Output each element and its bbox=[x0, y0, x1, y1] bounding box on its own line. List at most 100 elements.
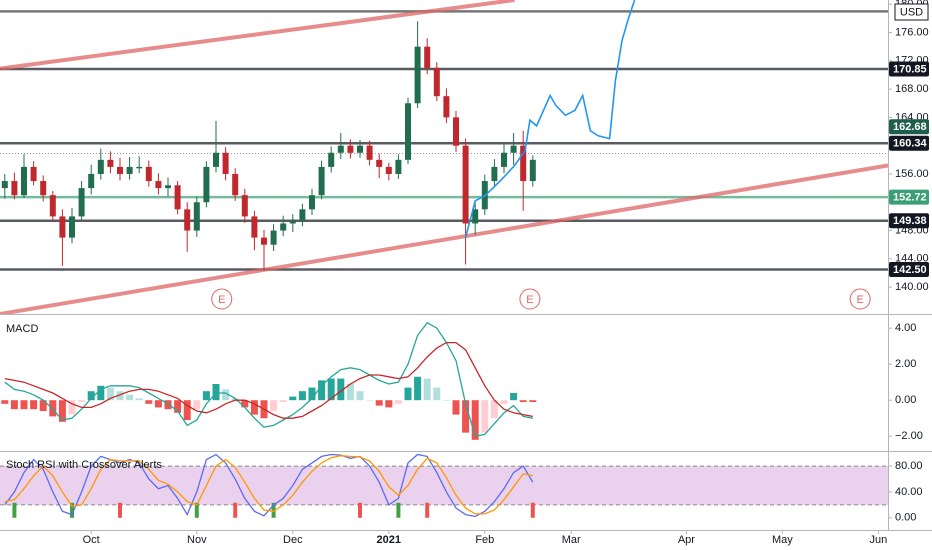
macd-histogram-bar bbox=[250, 400, 258, 415]
candle-body bbox=[491, 166, 498, 182]
macd-histogram-bar bbox=[78, 400, 86, 403]
macd-histogram-bar bbox=[346, 383, 354, 401]
macd-histogram-bar bbox=[404, 387, 412, 401]
x-tick-label: 2021 bbox=[377, 534, 401, 546]
candle-body bbox=[289, 220, 296, 224]
macd-histogram-bar bbox=[279, 400, 287, 403]
y-tick-label: 176.00 bbox=[895, 26, 929, 38]
candle-body bbox=[136, 166, 143, 169]
candle-body bbox=[280, 223, 287, 231]
stoch-band bbox=[0, 466, 888, 505]
macd-histogram-bar bbox=[452, 400, 460, 415]
earnings-marker bbox=[211, 288, 233, 310]
earnings-marker bbox=[849, 288, 871, 310]
currency-box bbox=[894, 3, 929, 21]
candle-body bbox=[318, 166, 325, 196]
candle-body bbox=[222, 152, 229, 174]
crossover-alert bbox=[118, 502, 122, 518]
price-badge bbox=[889, 189, 929, 205]
price-badge-label: 170.85 bbox=[893, 63, 927, 75]
crossover-alert bbox=[271, 502, 276, 518]
candle-body bbox=[510, 145, 517, 153]
candle-body bbox=[11, 181, 18, 196]
price-badge bbox=[889, 135, 929, 151]
pane bbox=[0, 0, 888, 314]
candle-body bbox=[385, 166, 392, 174]
macd-histogram-bar bbox=[308, 387, 316, 401]
pane bbox=[1, 321, 537, 440]
macd-histogram-bar bbox=[145, 400, 153, 404]
candle-body bbox=[251, 216, 258, 238]
candle-body bbox=[501, 152, 507, 167]
x-tick-label: Apr bbox=[678, 534, 695, 546]
macd-histogram-bar bbox=[327, 378, 335, 401]
y-tick-label: 4.00 bbox=[895, 322, 916, 334]
x-tick-label: May bbox=[772, 534, 793, 546]
macd-histogram-bar bbox=[1, 400, 9, 404]
candle-body bbox=[529, 159, 536, 182]
y-tick-label: 156.00 bbox=[895, 168, 929, 180]
candle-body bbox=[405, 103, 411, 160]
macd-histogram-bar bbox=[423, 378, 431, 401]
x-tick-label: Feb bbox=[475, 534, 494, 546]
candle-body bbox=[174, 185, 181, 210]
pane bbox=[0, 453, 888, 518]
candle-body bbox=[69, 216, 75, 238]
macd-histogram-bar bbox=[116, 391, 124, 401]
candle-body bbox=[21, 166, 27, 196]
projection-line bbox=[464, 0, 636, 238]
macd-histogram-bar bbox=[289, 396, 297, 401]
candle-body bbox=[433, 67, 440, 97]
macd-histogram-bar bbox=[519, 400, 527, 403]
macd-histogram-bar bbox=[49, 400, 57, 417]
x-tick-label: Jun bbox=[870, 534, 888, 546]
candle-body bbox=[203, 166, 210, 203]
macd-line bbox=[4, 341, 533, 419]
y-tick-label: 0.00 bbox=[895, 512, 916, 524]
macd-histogram-bar bbox=[394, 400, 402, 404]
macd-histogram-bar bbox=[442, 400, 450, 401]
candle-body bbox=[1, 181, 8, 189]
price-badge bbox=[889, 61, 929, 77]
candle-body bbox=[357, 145, 363, 153]
macd-histogram-bar bbox=[462, 400, 470, 433]
candle-body bbox=[424, 46, 431, 68]
candle-body bbox=[59, 216, 66, 238]
stoch-line bbox=[4, 455, 533, 515]
candle-body bbox=[395, 159, 402, 174]
candle-body bbox=[472, 209, 479, 224]
crossover-alert bbox=[12, 502, 17, 518]
x-tick-label: Nov bbox=[187, 534, 207, 546]
currency-label: USD bbox=[900, 6, 923, 18]
crossover-alert bbox=[425, 502, 430, 518]
price-badge-label: 160.34 bbox=[893, 138, 928, 150]
macd-histogram-bar bbox=[30, 400, 38, 410]
macd-histogram-bar bbox=[68, 400, 76, 415]
macd-histogram-bar bbox=[164, 400, 172, 410]
candle-body bbox=[232, 173, 239, 196]
macd-histogram-bar bbox=[202, 391, 210, 401]
macd-histogram-bar bbox=[529, 400, 537, 403]
macd-histogram-bar bbox=[471, 400, 479, 440]
x-tick-label: Oct bbox=[83, 534, 100, 546]
macd-histogram-bar bbox=[270, 400, 278, 412]
crossover-alert bbox=[194, 502, 199, 518]
candle-body bbox=[414, 46, 421, 104]
trend-line bbox=[0, 0, 515, 71]
price-badge bbox=[889, 119, 929, 135]
crossover-alert bbox=[70, 502, 74, 518]
price-badge bbox=[889, 261, 929, 277]
candle-body bbox=[299, 209, 306, 221]
crossover-alert bbox=[233, 502, 238, 518]
candle-body bbox=[165, 185, 171, 189]
candle-body bbox=[88, 173, 95, 189]
candle-body bbox=[30, 166, 37, 182]
earnings-marker bbox=[519, 288, 541, 310]
crossover-alert bbox=[530, 502, 535, 518]
macd-histogram-bar bbox=[433, 387, 441, 401]
macd-histogram-bar bbox=[414, 376, 422, 401]
macd-histogram-bar bbox=[500, 400, 508, 404]
candle-body bbox=[328, 152, 335, 167]
y-tick-label: 40.00 bbox=[895, 486, 923, 498]
y-tick-label: 0.00 bbox=[895, 394, 916, 406]
